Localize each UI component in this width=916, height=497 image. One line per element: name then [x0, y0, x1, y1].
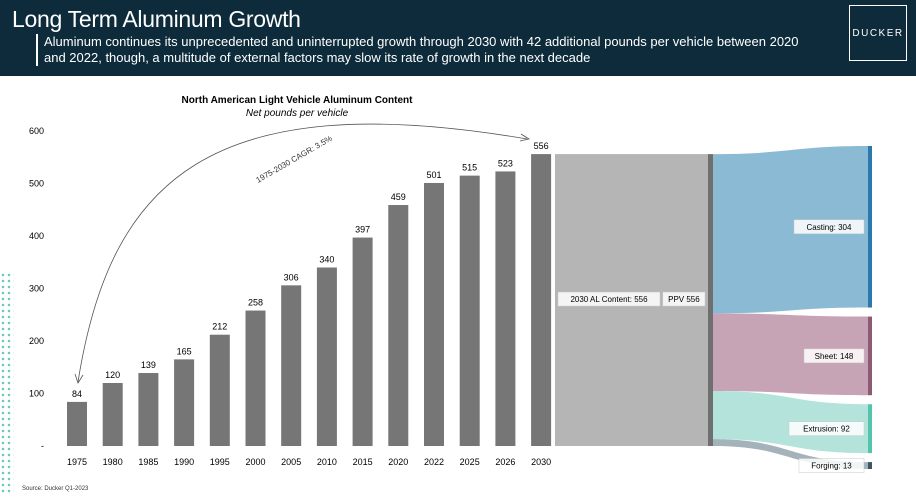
bar-value-label: 340	[319, 255, 334, 265]
bar	[281, 285, 302, 446]
page-subtitle: Aluminum continues its unprecedented and…	[36, 34, 814, 66]
bar-value-label: 258	[248, 298, 263, 308]
y-tick-label: 500	[29, 179, 44, 189]
bar-value-label: 120	[105, 370, 120, 380]
x-tick-label: 2015	[353, 457, 373, 467]
sankey-target-label: Sheet: 148	[815, 352, 854, 361]
x-tick-label: 1985	[138, 457, 158, 467]
y-tick-label: 100	[29, 389, 44, 399]
x-tick-label: 2026	[495, 457, 515, 467]
bar	[459, 175, 480, 446]
sankey-middle-node	[708, 154, 713, 446]
bar	[102, 383, 123, 446]
sankey-target-node	[868, 316, 872, 396]
bar-value-label: 523	[498, 158, 513, 168]
bar	[245, 310, 266, 446]
y-tick-label: 400	[29, 231, 44, 241]
bar	[138, 373, 159, 446]
bar	[352, 237, 373, 446]
x-tick-label: 2030	[531, 457, 551, 467]
sankey-label-box	[798, 458, 865, 473]
cagr-arrow-head-end	[519, 133, 531, 142]
y-tick-label: 200	[29, 336, 44, 346]
page-title: Long Term Aluminum Growth	[12, 6, 301, 32]
sankey-flow	[713, 146, 868, 314]
bar-value-label: 306	[284, 272, 299, 282]
bar	[531, 154, 552, 446]
sankey-label-box	[803, 348, 865, 364]
y-tick-label: -	[41, 441, 44, 451]
cagr-label: 1975-2030 CAGR: 3.5%	[255, 134, 334, 185]
sankey-target-label: Extrusion: 92	[803, 425, 850, 434]
sankey-target-node	[868, 462, 872, 469]
bar	[388, 205, 409, 446]
bar-value-label: 501	[426, 170, 441, 180]
y-tick-label: 600	[29, 126, 44, 136]
bar-value-label: 139	[141, 360, 156, 370]
sankey-middle-label: PPV 556	[668, 295, 700, 304]
chart-subtitle: Net pounds per vehicle	[246, 108, 349, 119]
bar	[495, 171, 516, 447]
sankey-target-node	[868, 146, 872, 308]
x-tick-label: 1975	[67, 457, 87, 467]
y-axis: - 100 200 300 400 500 600	[29, 126, 44, 451]
sankey-source-label: 2030 AL Content: 556	[570, 295, 648, 304]
sankey-label-box	[788, 421, 865, 436]
y-tick-label: 300	[29, 284, 44, 294]
x-tick-label: 2010	[317, 457, 337, 467]
bar	[424, 182, 444, 446]
x-tick-label: 2025	[460, 457, 480, 467]
sankey-label-box	[557, 291, 661, 307]
bar	[174, 359, 195, 446]
ducker-logo: DUCKER	[849, 5, 907, 61]
bar-value-label: 212	[212, 322, 227, 332]
bar	[209, 334, 230, 446]
decorative-dot-pattern	[0, 272, 14, 494]
sankey-diagram: Casting: 304 Sheet: 148 Extrusion: 92 Forgi…	[555, 146, 872, 473]
bar-value-label: 459	[391, 192, 406, 202]
cagr-arrow-curve	[77, 123, 528, 383]
bar-value-label: 515	[462, 163, 477, 173]
x-tick-label: 2022	[424, 457, 444, 467]
source-note: Source: Ducker Q1-2023	[22, 486, 89, 492]
bar-value-label: 397	[355, 225, 370, 235]
sankey-target-label: Forging: 13	[811, 462, 852, 471]
bar-value-label: 165	[177, 346, 192, 356]
x-tick-label: 1980	[103, 457, 123, 467]
x-tick-label: 2020	[388, 457, 408, 467]
bar-series: 84 1975 120 1980 139 1985 165 1990 212 1995 258 200…	[67, 141, 551, 467]
bar	[316, 267, 337, 446]
x-tick-label: 2005	[281, 457, 301, 467]
bar-value-label: 84	[72, 389, 82, 399]
x-tick-label: 1995	[210, 457, 230, 467]
sankey-label-box	[662, 291, 706, 307]
cagr-arrow-head-start	[74, 373, 84, 384]
x-tick-label: 2000	[245, 457, 265, 467]
bar	[67, 401, 87, 446]
sankey-target-label: Casting: 304	[807, 223, 852, 232]
header-banner: Long Term Aluminum Growth Aluminum conti…	[0, 0, 916, 76]
chart-title: North American Light Vehicle Aluminum Co…	[182, 95, 414, 106]
sankey-flow	[713, 313, 868, 396]
sankey-label-box	[793, 219, 865, 235]
x-tick-label: 1990	[174, 457, 194, 467]
sankey-target-node	[868, 404, 872, 454]
bar-value-label: 556	[534, 141, 549, 151]
